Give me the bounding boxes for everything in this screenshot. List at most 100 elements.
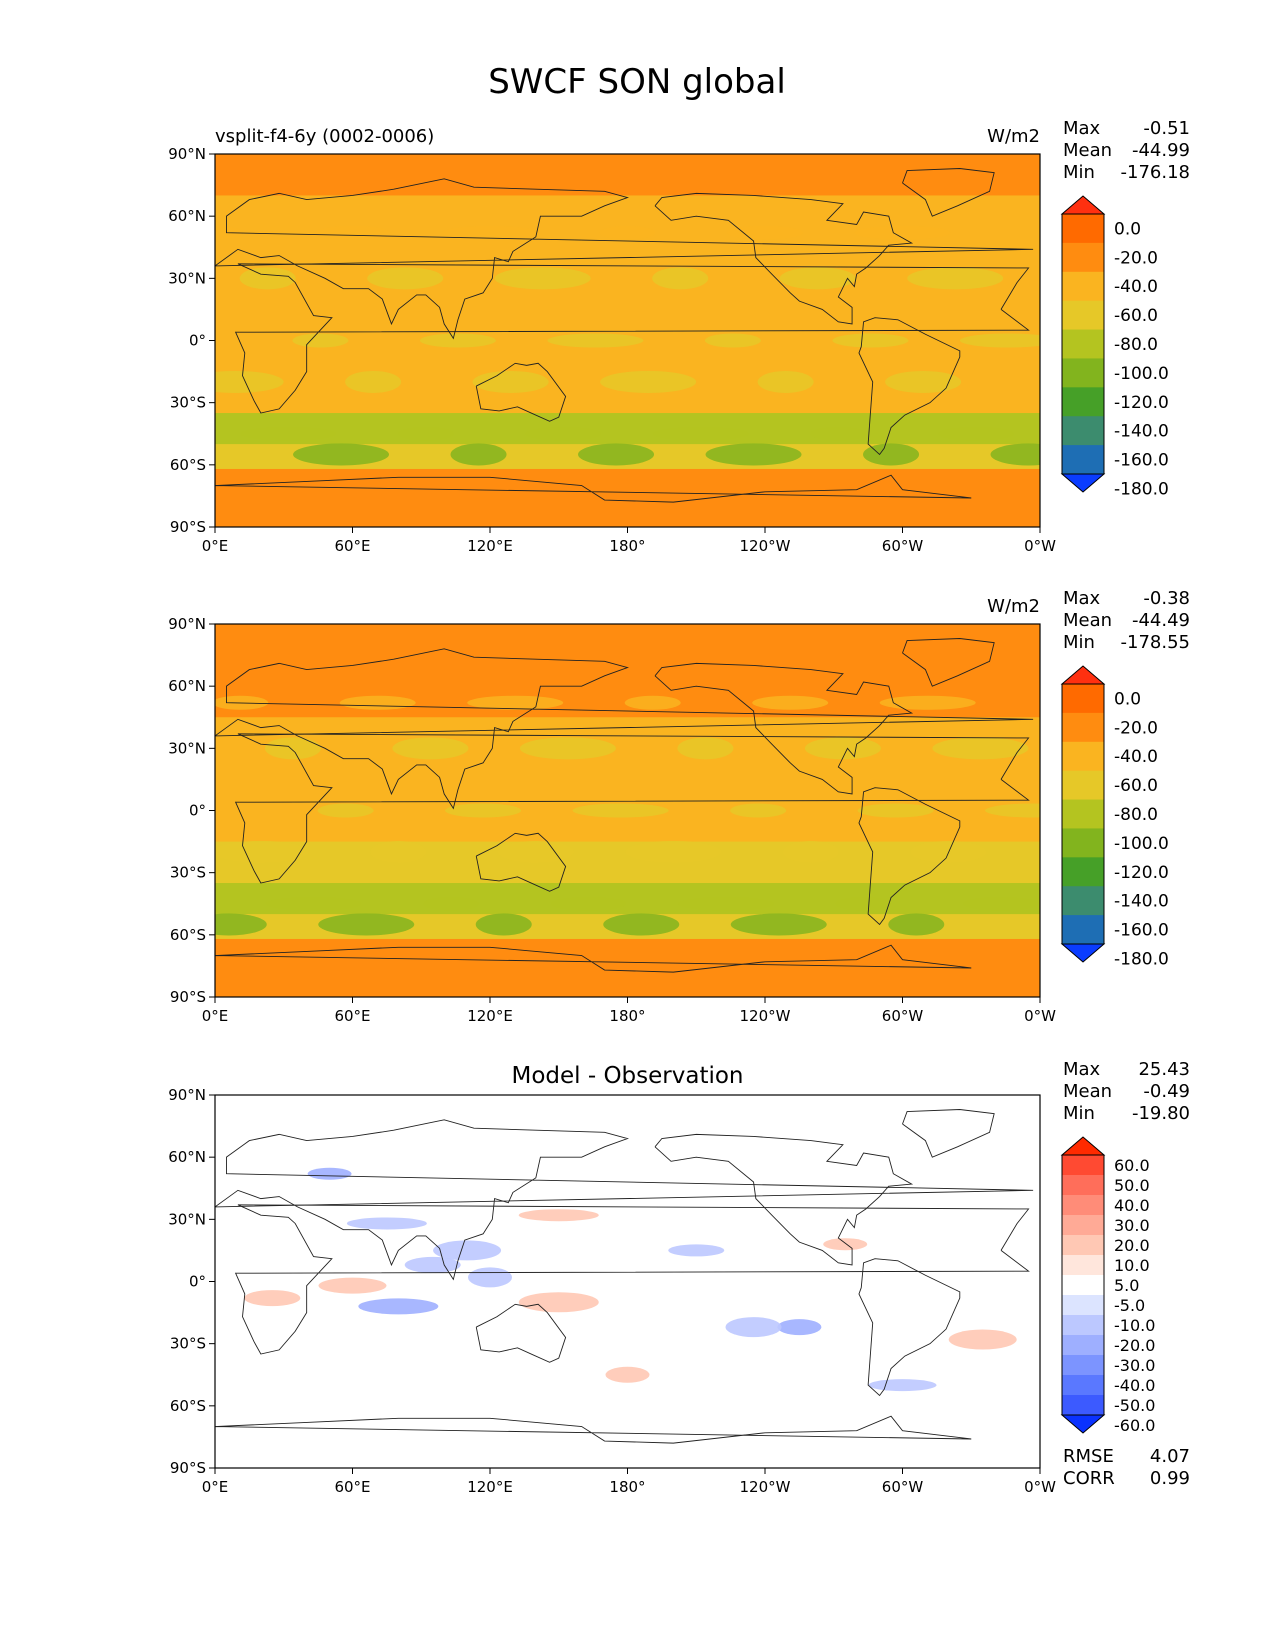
anomaly-patch: [518, 1209, 599, 1222]
colorbar-extend-top: [1060, 1136, 1106, 1156]
colorbar-segment: [1062, 358, 1104, 388]
stat-label: Min: [1063, 162, 1095, 183]
lon-tick-label: 180°: [609, 1007, 645, 1025]
stat-value: -176.18: [1121, 162, 1190, 183]
colorbar-segment: [1062, 1395, 1104, 1416]
field-patch: [525, 426, 602, 441]
colorbar-level-label: -5.0: [1114, 1296, 1145, 1315]
field-patch: [239, 267, 296, 290]
colorbar-level-label: -40.0: [1114, 747, 1158, 767]
field-patch: [810, 426, 867, 441]
field-band: [215, 624, 1040, 667]
coastline-eurasia: [215, 648, 1034, 810]
stat-value: -19.80: [1132, 1103, 1190, 1124]
field-patch: [578, 443, 655, 466]
field-patch: [240, 426, 337, 441]
lat-tick-label: 90°N: [168, 145, 206, 163]
field-band: [215, 413, 1040, 445]
colorbar-level-label: 40.0: [1114, 1196, 1150, 1215]
field-patch: [293, 443, 390, 466]
stat-label: Min: [1063, 1103, 1095, 1124]
colorbar-segment: [1062, 857, 1104, 887]
lat-tick-label: 60°N: [168, 1148, 206, 1166]
lon-tick-label: 0°E: [202, 1007, 229, 1025]
anomaly-patch: [468, 1267, 512, 1288]
lon-tick-label: 120°E: [467, 537, 513, 555]
colorbar-level-label: -120.0: [1114, 393, 1169, 413]
lon-tick-label: 120°W: [740, 537, 791, 555]
field-patch: [704, 333, 761, 348]
anomaly-patch: [948, 1329, 1017, 1350]
field-patch: [879, 695, 976, 710]
stat-value: -44.49: [1132, 610, 1190, 631]
stat-value: -44.99: [1132, 140, 1190, 161]
field-patch: [494, 267, 591, 290]
lon-tick-label: 180°: [609, 1478, 645, 1496]
stat-value: -0.49: [1143, 1081, 1190, 1102]
colorbar: 60.050.040.030.020.010.05.0-5.0-10.0-20.…: [1060, 1136, 1155, 1435]
colorbar-level-label: 50.0: [1114, 1176, 1150, 1195]
anomaly-patch: [605, 1366, 650, 1383]
field-patch: [419, 333, 496, 348]
map-panel-3: Model - Observation 90°N 60°N 30°N 0° 30°S 60°…: [168, 1059, 1190, 1496]
field-patch: [985, 803, 1040, 818]
field-patch: [863, 443, 920, 466]
colorbar-segment: [1062, 300, 1104, 331]
lat-tick-label: 0°: [189, 332, 206, 350]
field-patch: [932, 737, 1029, 760]
field-patch: [730, 803, 787, 818]
field-layer: [215, 624, 1040, 997]
lon-tick-label: 0°W: [1024, 537, 1056, 555]
field-patch: [215, 913, 267, 936]
colorbar-segment: [1062, 1155, 1104, 1176]
coastline-australia: [475, 362, 567, 422]
lat-tick-label: 60°S: [170, 1397, 206, 1415]
lon-tick-label: 0°E: [202, 537, 229, 555]
colorbar-level-label: 0.0: [1114, 689, 1141, 709]
lat-tick-label: 90°S: [170, 988, 206, 1006]
colorbar-level-label: 0.0: [1114, 219, 1141, 239]
colorbar-level-label: 10.0: [1114, 1256, 1150, 1275]
field-band: [215, 665, 1040, 718]
field-patch: [292, 333, 349, 348]
field-patch: [835, 896, 892, 911]
field-band: [215, 883, 1040, 915]
colorbar-segment: [1062, 770, 1104, 801]
field-patch: [600, 370, 697, 393]
units-label: W/m2: [987, 596, 1040, 617]
colorbar: 0.0 -20.0 -40.0 -60.0 -80.0 -100.0 -120.0 -140.…: [1060, 665, 1169, 969]
coastline-antarctica: [215, 474, 972, 527]
colorbar-segment: [1062, 915, 1104, 945]
field-patch: [547, 333, 644, 348]
stat-label: Mean: [1063, 1081, 1112, 1102]
field-patch: [472, 370, 549, 393]
field-patch: [625, 840, 722, 863]
stat-label: RMSE: [1063, 1446, 1114, 1467]
field-patch: [450, 443, 507, 466]
colorbar-level-label: -10.0: [1114, 1316, 1155, 1335]
field-band: [215, 154, 1040, 197]
colorbar-extend-top: [1060, 195, 1106, 215]
coastline-antarctica: [215, 1415, 972, 1468]
colorbar-segment: [1062, 271, 1104, 302]
field-layer: [215, 154, 1040, 527]
field-patch: [752, 695, 829, 710]
field-patch: [445, 803, 522, 818]
colorbar-segment: [1062, 712, 1104, 743]
colorbar-frame: [1061, 683, 1105, 945]
anomaly-patch: [346, 1217, 427, 1230]
colorbar-segment: [1062, 1255, 1104, 1276]
field-patch: [265, 896, 362, 911]
anomaly-patch: [358, 1298, 439, 1315]
colorbar-extend-bottom: [1060, 473, 1106, 493]
field-band: [215, 468, 1040, 527]
field-patch: [885, 370, 962, 393]
field-band: [215, 758, 1040, 801]
colorbar-segment: [1062, 741, 1104, 772]
field-patch: [677, 737, 734, 760]
field-patch: [497, 840, 574, 863]
anomaly-patch: [244, 1290, 301, 1307]
colorbar-level-label: 5.0: [1114, 1276, 1139, 1295]
field-patch: [264, 737, 321, 760]
